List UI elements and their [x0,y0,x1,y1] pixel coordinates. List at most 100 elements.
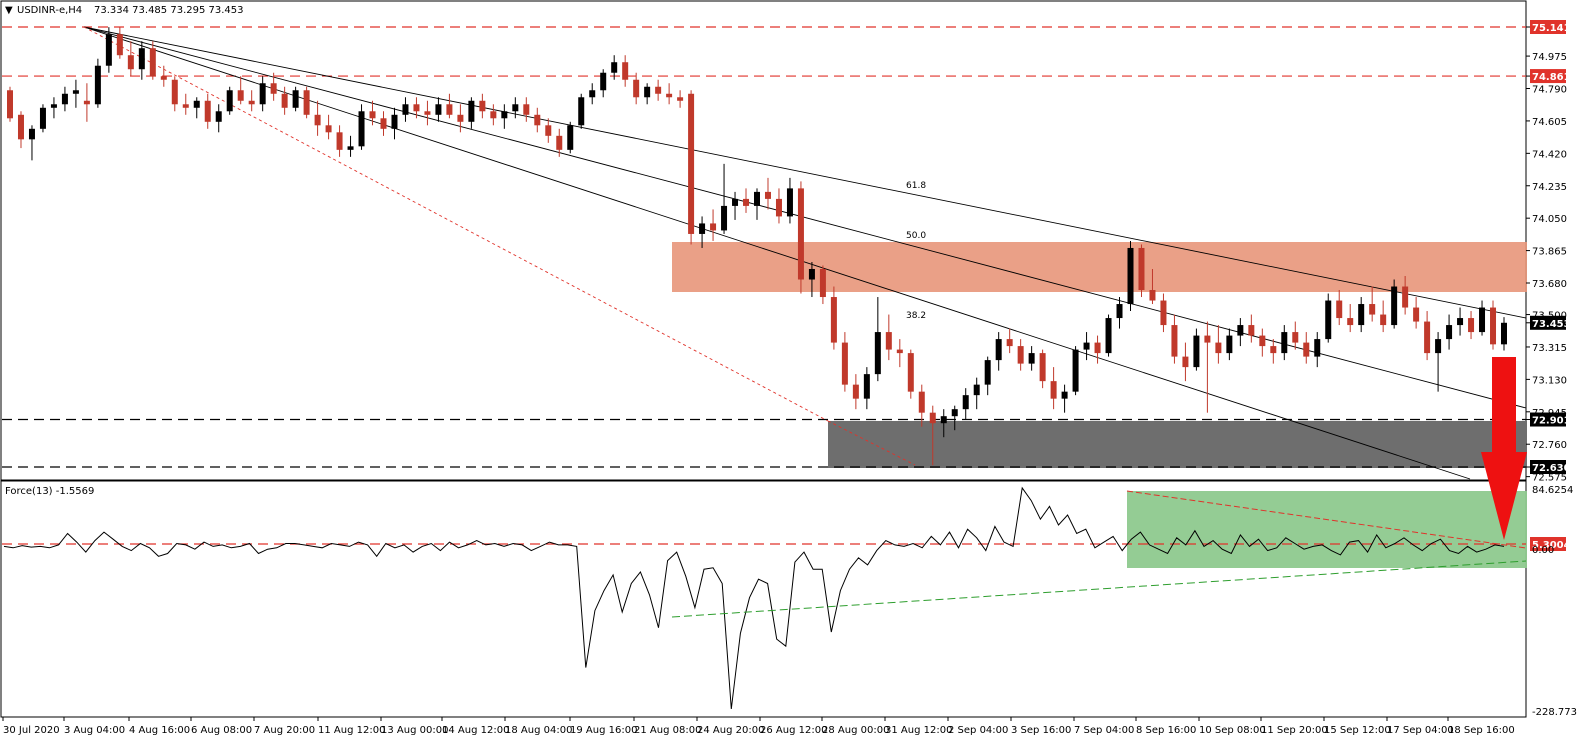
candle-body [1457,318,1464,326]
candle-body [896,349,903,354]
candle-body [808,268,815,280]
time-axis: 30 Jul 2020 3 Aug 04:00 4 Aug 16:00 6 Aug 0… [2,717,1515,736]
price-label: 74.861 [1532,72,1571,83]
candle-body [1314,339,1321,357]
candle-body [1446,325,1453,340]
price-label: 74.050 [1532,214,1567,225]
candle-body [424,111,431,115]
resistance-zone [672,242,1527,292]
down-arrow-icon [1481,357,1527,540]
candle-body [490,111,497,119]
candle-body [413,104,420,112]
candle-body [940,416,947,424]
candle-body [1149,290,1156,301]
support-zone [828,421,1527,468]
candle-body [666,93,673,98]
candle-body [567,125,574,150]
price-label: 74.235 [1532,182,1567,193]
candle-body [710,223,717,231]
candle-body [754,191,760,206]
candle-body [732,198,739,206]
candles [7,27,1507,466]
candle-body [226,90,233,112]
candle-body [841,342,848,385]
candle-body [512,104,519,112]
candle-body [204,100,211,122]
candle-body [127,55,134,70]
candle-body [1193,335,1200,368]
price-label: 73.315 [1532,343,1567,354]
candle-body [61,93,68,105]
fib-line-38-2 [83,26,1471,480]
candle-body [468,100,475,122]
price-label: 72.901 [1532,416,1571,427]
candle-body [149,48,156,77]
fib-line-61-8 [83,26,1527,319]
candle-body [556,135,563,150]
candle-body [1226,335,1233,354]
candle-body [1061,391,1068,399]
time-label: 18 Aug 04:00 [505,725,572,736]
candle-body [1171,325,1178,357]
time-label: 2 Sep 04:00 [948,725,1008,736]
candle-body [677,97,684,101]
candle-body [28,128,35,140]
candle-body [1127,247,1134,305]
ohlc-header: 73.334 73.485 73.295 73.453 [94,5,244,16]
fib-line-50-0 [83,26,1527,409]
candle-body [1028,353,1035,364]
candle-body [1116,304,1123,319]
price-label: 73.865 [1532,247,1567,258]
candle-body [611,62,618,73]
price-label-box [1530,69,1566,84]
candle-body [193,100,200,108]
candle-body [457,114,464,122]
time-label: 24 Aug 20:00 [697,725,764,736]
time-label: 7 Sep 04:00 [1074,725,1134,736]
force-label: 5.3004 [1532,540,1571,551]
fib-baseline-tail [827,420,916,466]
candle-body [182,104,189,108]
candle-body [764,191,771,199]
candle-body [1204,335,1211,343]
candle-body [17,114,24,140]
time-label: 8 Sep 16:00 [1136,725,1196,736]
candle-body [1006,339,1013,347]
candle-body [1369,304,1376,315]
time-label: 30 Jul 2020 [3,725,60,736]
candle-body [1380,314,1387,326]
candle-body [314,114,321,126]
force-green-trendline [671,560,1527,618]
header-arrow-icon[interactable]: ▼ [5,5,13,16]
price-label: 72.760 [1532,440,1567,451]
force-label: 84.6254 [1532,485,1573,496]
time-label: 18 Sep 16:00 [1448,725,1515,736]
time-label: 26 Aug 12:00 [760,725,827,736]
candle-body [479,100,486,112]
candle-body [1039,353,1046,382]
candle-body [270,83,277,94]
price-axis: 75.141 74.975 74.861 74.790 74.605 74.420 74.2… [1526,20,1571,484]
candle-body [1270,346,1277,354]
candle-body [1215,342,1222,354]
candle-body [1325,300,1332,340]
candle-body [1160,300,1167,326]
time-label: 3 Sep 16:00 [1011,725,1071,736]
candle-body [237,90,244,101]
price-label-box [1530,412,1566,427]
candle-body [1468,318,1475,333]
candle-body [1413,307,1420,322]
candle-body [303,90,310,115]
fib-label-38-2: 38.2 [906,311,926,321]
price-label: 74.975 [1532,52,1567,63]
candle-body [292,90,299,108]
price-label: 72.630 [1532,463,1571,474]
time-label: 21 Aug 08:00 [634,725,701,736]
time-label: 17 Sep 04:00 [1387,725,1454,736]
candle-body [721,205,728,231]
time-label: 6 Aug 08:00 [191,725,252,736]
candle-body [995,339,1002,361]
candle-body [259,83,266,105]
candle-body [380,118,387,129]
candle-body [248,100,255,105]
